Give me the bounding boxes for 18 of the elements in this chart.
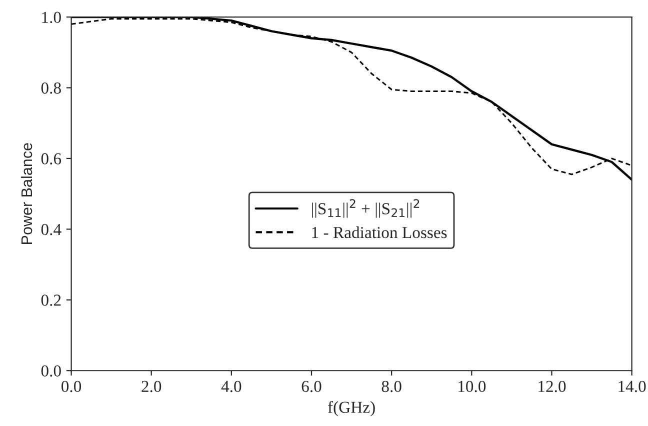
legend-label: ||S$_{11}$||$^{2}$ + ||S$_{21}$||$^{2}$: [312, 199, 420, 218]
y-tick-label: 1.0: [42, 12, 61, 24]
y-tick-label: 0.4: [41, 224, 62, 236]
y-axis-title: Power Balance: [20, 143, 32, 244]
y-tick-label: 0.0: [41, 365, 61, 377]
x-tick-label: 12.0: [538, 380, 566, 392]
x-tick-label: 14.0: [618, 380, 646, 392]
y-tick-label: 0.8: [41, 82, 61, 94]
y-tick-label: 0.6: [41, 153, 62, 164]
y-tick-label: 0.2: [41, 294, 61, 306]
x-tick-label: 4.0: [221, 380, 242, 392]
x-axis-title: f(GHz): [328, 401, 375, 416]
x-tick-label: 2.0: [142, 380, 162, 392]
x-tick-label: 6.0: [302, 380, 322, 392]
x-tick-label: 8.0: [382, 380, 402, 392]
legend-label: 1 - Radiation Losses: [312, 226, 447, 238]
x-tick-label: 10.0: [458, 380, 486, 392]
x-tick-label: 0.0: [62, 380, 82, 392]
